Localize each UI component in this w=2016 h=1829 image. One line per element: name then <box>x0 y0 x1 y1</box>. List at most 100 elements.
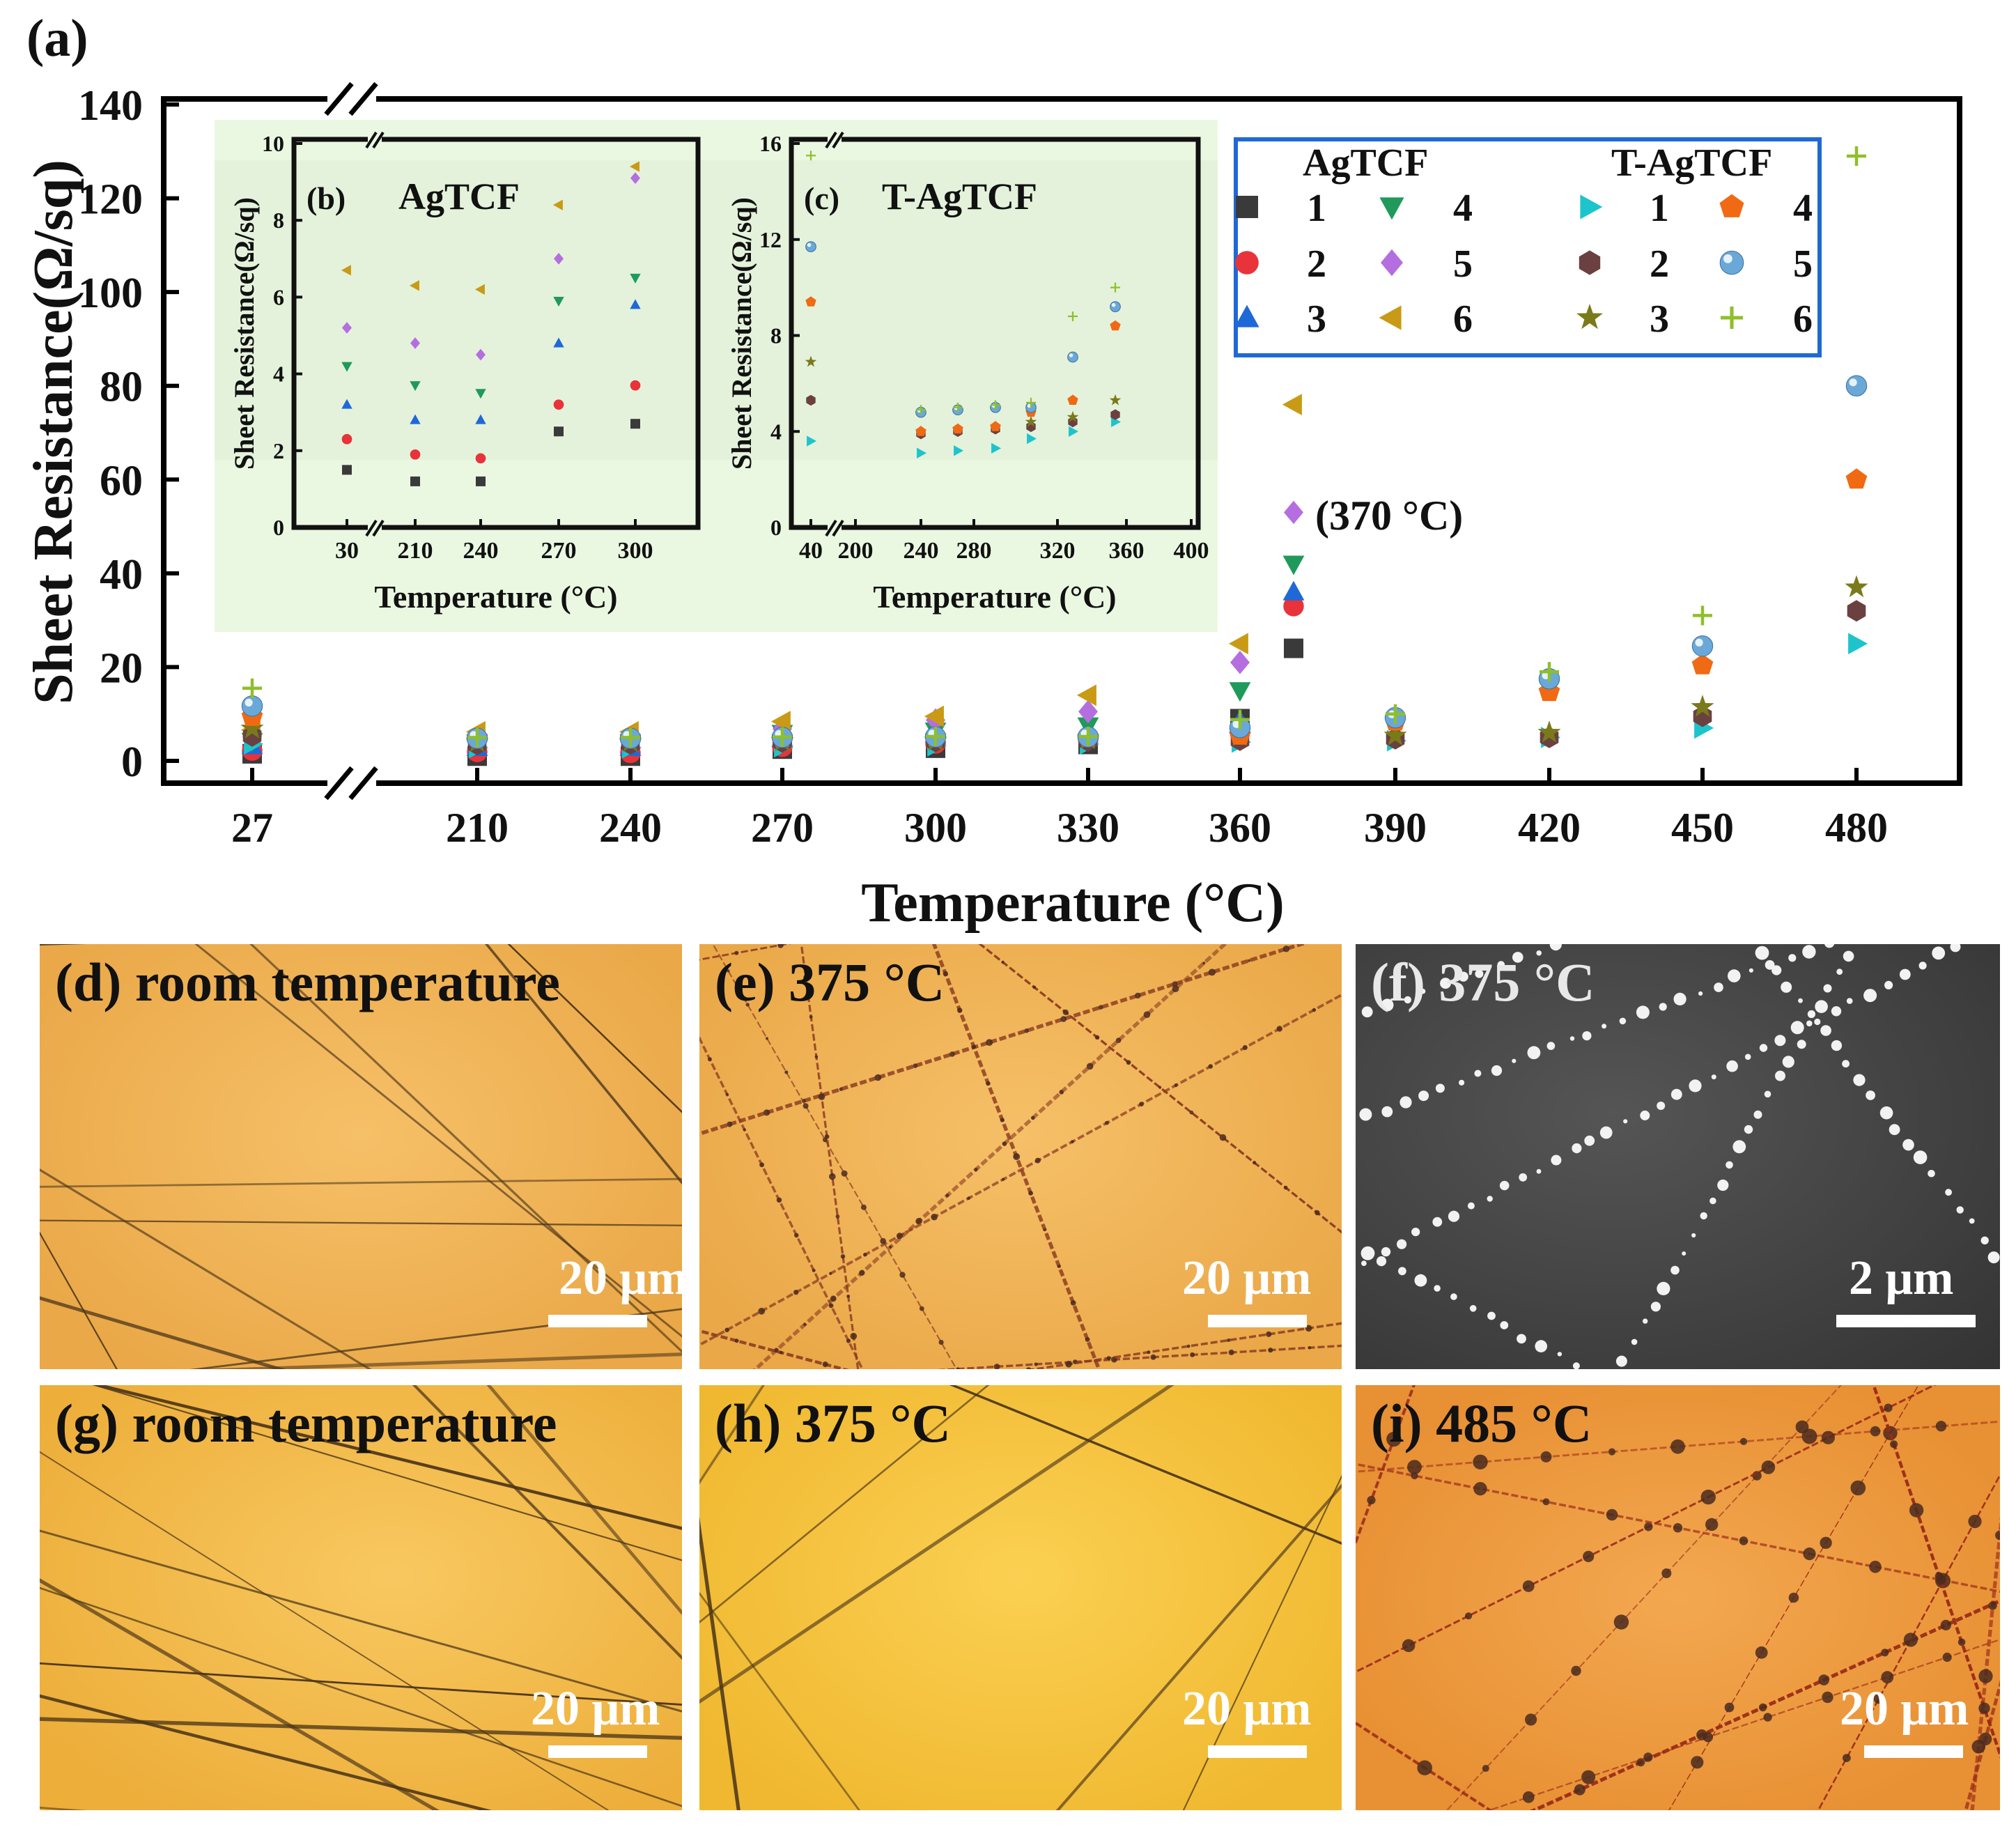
nanowire <box>712 944 958 1369</box>
point-AgTCF-6 <box>770 711 791 732</box>
bead <box>822 1361 828 1368</box>
inset-b-point-1 <box>410 476 420 486</box>
bead <box>835 1214 840 1219</box>
nanowire <box>40 1587 682 1807</box>
point-T-AgTCF-3 <box>1691 695 1714 717</box>
sem-particle <box>1487 1311 1496 1320</box>
nanowire <box>1356 1420 2000 1473</box>
sem-particle <box>1376 1256 1387 1267</box>
sem-particle <box>1499 1180 1510 1191</box>
point-T-AgTCF-5 <box>1691 635 1714 657</box>
point-T-AgTCF-4 <box>1691 654 1714 674</box>
sem-particle <box>1584 1135 1595 1146</box>
inset-b-point-4 <box>553 296 564 307</box>
point-T-AgTCF-3 <box>240 716 264 739</box>
legend-marker-tagtcf-3 <box>1576 304 1603 330</box>
bead <box>830 1295 837 1302</box>
bead <box>1525 1713 1537 1726</box>
micrograph-texture-i <box>1356 1385 2000 1810</box>
inset-c-point-4 <box>1110 320 1121 331</box>
bead <box>945 1194 949 1198</box>
bead <box>829 1173 836 1180</box>
bead <box>1739 1437 1748 1445</box>
inset-c-point-3 <box>805 355 817 367</box>
inset-x-tick-label: 210 <box>398 538 433 564</box>
bead <box>1482 1765 1489 1772</box>
sem-particle <box>1711 1074 1716 1080</box>
micrograph-texture-h <box>699 1385 1342 1810</box>
bead <box>1253 1161 1257 1165</box>
nanowire <box>194 944 682 1338</box>
sem-particle <box>1689 1079 1702 1093</box>
inset-x-tick-label: 30 <box>335 538 359 564</box>
inset-x-tick-label: 240 <box>463 538 499 564</box>
point-T-AgTCF-2 <box>1847 600 1866 622</box>
sem-particle <box>1802 945 1816 959</box>
legend-title-agtcf: AgTCF <box>1303 141 1428 185</box>
scale-bar <box>1836 1315 1976 1327</box>
inset-b-point-2 <box>475 453 486 464</box>
nanowire <box>699 1385 1174 1704</box>
bead <box>1268 1348 1273 1353</box>
bead <box>1473 1482 1487 1496</box>
bead <box>1881 1671 1894 1684</box>
bead <box>972 1044 977 1049</box>
bead <box>1202 962 1206 965</box>
bead <box>874 1074 882 1081</box>
x-tick-label: 330 <box>1057 805 1119 851</box>
sem-particle <box>1842 1060 1850 1068</box>
legend-marker-agtcf-1 <box>1236 196 1258 218</box>
legend-marker-agtcf-2 <box>1235 251 1259 275</box>
bead <box>776 1197 782 1203</box>
sem-particle <box>1572 1143 1582 1154</box>
inset-c-point-1 <box>954 445 964 456</box>
inset-x-tick-label: 200 <box>838 538 874 564</box>
inset-y-tick-label: 4 <box>770 419 782 444</box>
bead <box>727 1121 733 1127</box>
inset-panel-label: (c) <box>804 180 839 216</box>
nanowire <box>800 944 860 1369</box>
sem-particle <box>1359 1108 1372 1121</box>
nanowire <box>699 1385 766 1485</box>
bead <box>1884 1403 1893 1412</box>
x-tick-label: 240 <box>599 805 662 851</box>
point-AgTCF-5 <box>1284 500 1303 525</box>
inset-b-point-4 <box>410 381 421 392</box>
nanowire <box>40 1717 682 1741</box>
bead <box>784 1070 789 1074</box>
inset-b-point-3 <box>341 399 352 409</box>
sem-particle <box>1360 1246 1375 1260</box>
inset-b-point-4 <box>475 389 486 399</box>
inset-y-tick-label: 4 <box>273 362 284 387</box>
nanowire <box>40 1451 610 1810</box>
bead <box>1903 1633 1918 1647</box>
bead <box>1417 1760 1432 1775</box>
inset-c-point-4 <box>990 421 1001 431</box>
sem-particle <box>1557 1352 1563 1357</box>
inset-c-point-1 <box>1111 416 1122 428</box>
legend-label: 2 <box>1307 242 1326 286</box>
sem-particle <box>1918 962 1927 970</box>
bead <box>828 1303 834 1309</box>
axis-break-top <box>324 82 378 116</box>
bead <box>1266 1331 1272 1337</box>
bead <box>1043 1228 1046 1232</box>
bead <box>1724 1702 1735 1713</box>
bead <box>1705 1518 1719 1531</box>
bead <box>863 1252 867 1257</box>
bead <box>727 969 730 973</box>
bead <box>1208 1064 1213 1069</box>
sem-particle <box>1615 1355 1627 1367</box>
point-AgTCF-4 <box>1282 555 1305 576</box>
nanowire <box>1970 1515 2000 1810</box>
sem-particle <box>1797 1040 1806 1049</box>
sem-particle <box>1527 1046 1541 1060</box>
bead <box>1473 1454 1488 1469</box>
bead <box>1700 1489 1716 1505</box>
bead <box>1024 1028 1029 1033</box>
bead <box>839 1087 843 1091</box>
sem-particle <box>1709 1197 1716 1205</box>
sem-particle <box>1434 1285 1441 1292</box>
bead <box>1086 1063 1094 1070</box>
scale-bar-label: 20 μm <box>559 1251 682 1305</box>
